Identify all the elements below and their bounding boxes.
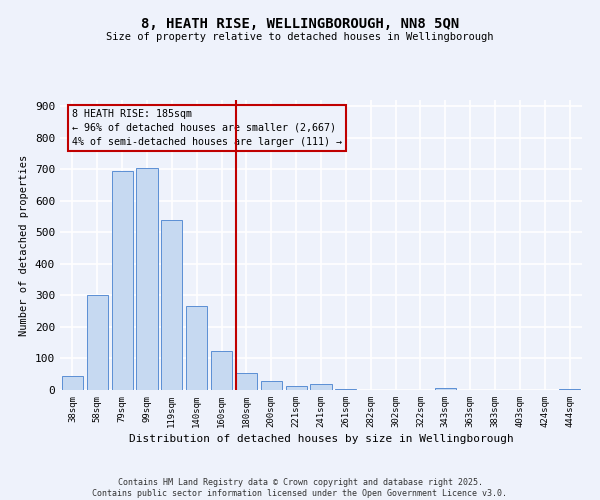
Text: Size of property relative to detached houses in Wellingborough: Size of property relative to detached ho…	[106, 32, 494, 42]
Y-axis label: Number of detached properties: Number of detached properties	[19, 154, 29, 336]
Bar	[310, 384, 332, 390]
Bar	[286, 386, 307, 390]
Bar	[435, 388, 456, 390]
Bar	[261, 382, 282, 390]
Bar	[211, 350, 232, 390]
Bar	[136, 168, 158, 390]
Bar	[62, 376, 83, 390]
Text: 8, HEATH RISE, WELLINGBOROUGH, NN8 5QN: 8, HEATH RISE, WELLINGBOROUGH, NN8 5QN	[141, 18, 459, 32]
Bar	[559, 389, 580, 390]
Bar	[236, 372, 257, 390]
Text: Contains HM Land Registry data © Crown copyright and database right 2025.
Contai: Contains HM Land Registry data © Crown c…	[92, 478, 508, 498]
Bar	[186, 306, 207, 390]
Bar	[161, 220, 182, 390]
Bar	[112, 171, 133, 390]
Text: 8 HEATH RISE: 185sqm
← 96% of detached houses are smaller (2,667)
4% of semi-det: 8 HEATH RISE: 185sqm ← 96% of detached h…	[73, 108, 343, 146]
X-axis label: Distribution of detached houses by size in Wellingborough: Distribution of detached houses by size …	[128, 434, 514, 444]
Bar	[87, 296, 108, 390]
